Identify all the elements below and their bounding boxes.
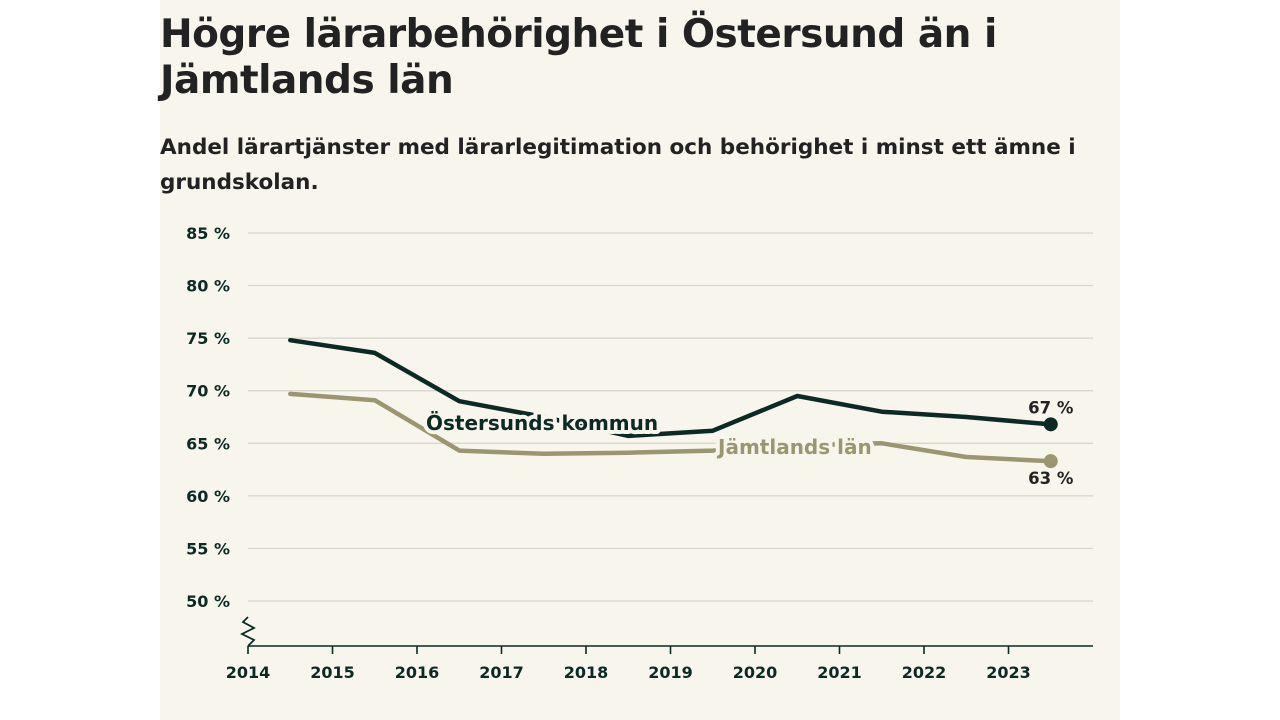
- y-tick-label: 55 %: [186, 539, 230, 558]
- series-line-1: [288, 391, 1054, 464]
- y-tick-label: 75 %: [186, 329, 230, 348]
- y-tick-label: 85 %: [186, 224, 230, 243]
- y-tick-label: 60 %: [186, 487, 230, 506]
- end-value-label: 63 %: [1028, 469, 1074, 488]
- series-line-0: [288, 337, 1054, 439]
- y-tick-label: 65 %: [186, 434, 230, 453]
- series-end-point: [1043, 417, 1058, 432]
- y-tick-label: 80 %: [186, 277, 230, 296]
- y-axis-ticks: 50 % 55 % 60 % 65 % 70 % 75 % 80 % 85 %: [186, 224, 230, 611]
- series-end-point: [1043, 454, 1058, 469]
- y-tick-label: 70 %: [186, 382, 230, 401]
- x-tick-label: 2021: [817, 663, 862, 682]
- x-tick-label: 2017: [479, 663, 524, 682]
- x-tick-label: 2014: [226, 663, 271, 682]
- x-axis: [239, 616, 1093, 654]
- x-axis-ticks: 2014 2015 2016 2017 2018 2019 2020 2021 2022 2023: [226, 663, 1031, 682]
- gridlines: [248, 232, 1093, 602]
- end-value-label: 67 %: [1028, 398, 1074, 417]
- series-name-label: Jämtlands län: [716, 435, 872, 459]
- series-name-label: Östersunds kommun: [426, 411, 658, 435]
- x-tick-label: 2023: [986, 663, 1031, 682]
- line-chart: 50 %55 %60 %65 %70 %75 %80 %85 % 2014 201…: [186, 224, 1093, 682]
- chart-panel: Högre lärarbehörighet i Östersund än i J…: [160, 0, 1120, 720]
- x-tick-label: 2018: [564, 663, 609, 682]
- x-tick-label: 2019: [648, 663, 693, 682]
- x-tick-label: 2022: [902, 663, 947, 682]
- axis-break-icon: [239, 616, 256, 647]
- chart-title: Högre lärarbehörighet i Östersund än i J…: [160, 12, 997, 103]
- series-labels: Östersunds kommun Jämtlands län 67 % 63 %: [422, 398, 1074, 488]
- x-tick-label: 2016: [395, 663, 440, 682]
- chart-subtitle: Andel lärartjänster med lärarlegitimatio…: [160, 135, 1076, 195]
- series-lines: [288, 337, 1058, 469]
- x-tick-label: 2020: [733, 663, 778, 682]
- y-tick-label: 50 %: [186, 592, 230, 611]
- x-tick-label: 2015: [310, 663, 355, 682]
